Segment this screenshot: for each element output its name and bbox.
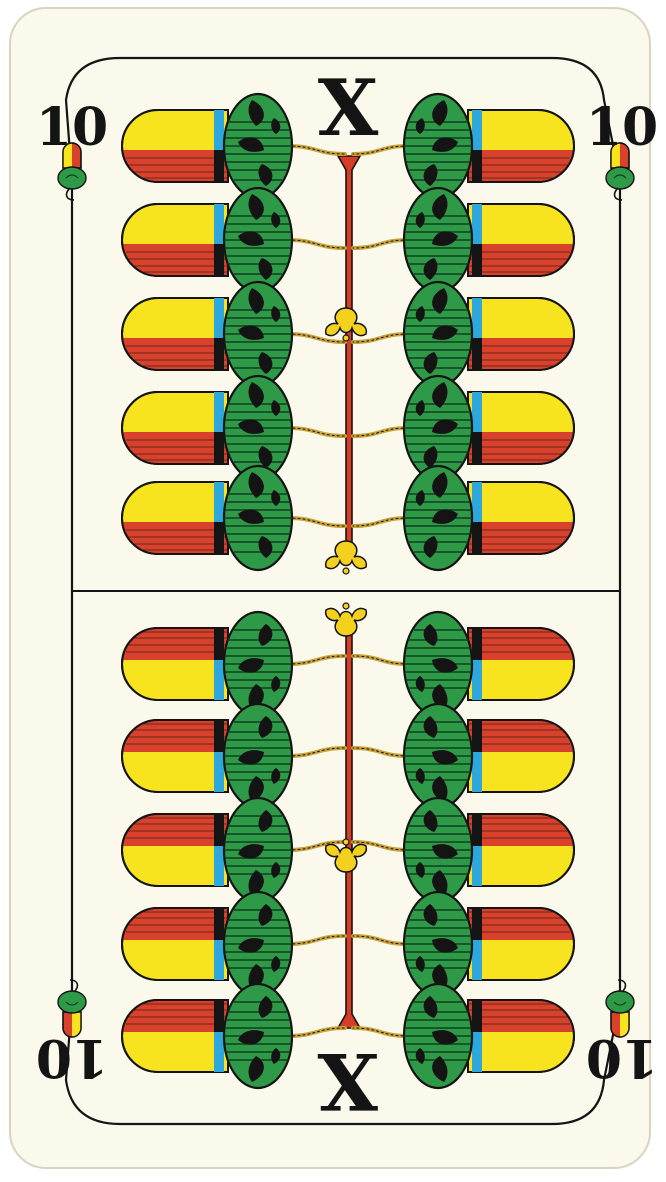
twig-bottom-left-2-texture <box>287 747 346 757</box>
twig-top-right-4-texture <box>352 427 409 437</box>
twig-top-right-1-texture <box>352 145 409 155</box>
rank-index-bottom-right: 10 <box>586 1027 658 1088</box>
twig-top-left-5-texture <box>287 517 346 527</box>
twig-top-right-5-texture <box>352 517 409 527</box>
twig-bottom-right-4-texture <box>352 935 409 945</box>
twig-top-left-2-texture <box>287 239 346 249</box>
twig-bottom-right-1-texture <box>352 655 409 665</box>
twig-bottom-right-3-texture <box>352 841 409 851</box>
twig-bottom-right-5-texture <box>352 1027 409 1037</box>
twig-top-left-1-texture <box>287 145 346 155</box>
twig-top-left-3-texture <box>287 333 346 343</box>
twig-top-left-4-texture <box>287 427 346 437</box>
twig-top-right-3-texture <box>352 333 409 343</box>
rank-index-top-left: 10 <box>36 97 108 158</box>
card-outline <box>9 7 651 1169</box>
rank-index-top-right: 10 <box>586 97 658 158</box>
twig-bottom-left-4-texture <box>287 935 346 945</box>
rank-roman-top: X <box>318 63 379 154</box>
twig-bottom-left-5-texture <box>287 1027 346 1037</box>
twig-bottom-right-2-texture <box>352 747 409 757</box>
twig-top-right-2-texture <box>352 239 409 249</box>
twig-bottom-left-1-texture <box>287 655 346 665</box>
twigs <box>286 144 410 1038</box>
rank-roman-bottom: X <box>317 1035 378 1126</box>
twig-bottom-left-3-texture <box>287 841 346 851</box>
rank-index-bottom-left: 10 <box>36 1027 108 1088</box>
inner-frame <box>64 56 622 1126</box>
